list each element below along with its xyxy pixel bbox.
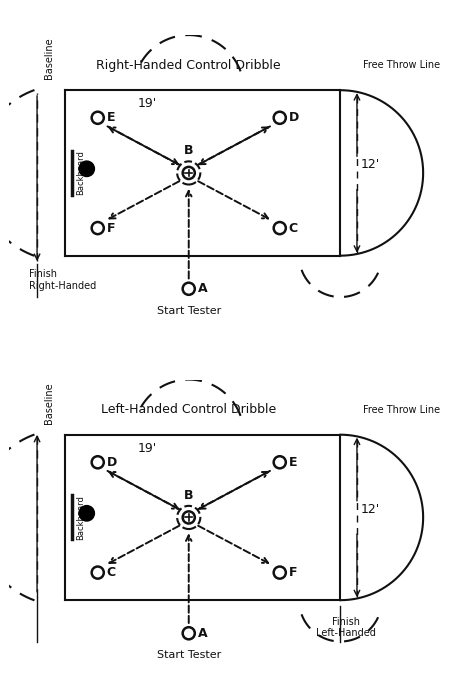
Text: F: F [289,566,297,579]
Text: Left-Handed Control Dribble: Left-Handed Control Dribble [101,403,276,416]
Text: Start Tester: Start Tester [156,306,221,316]
Text: Finish
Left-Handed: Finish Left-Handed [316,617,376,638]
Text: Backboard: Backboard [76,495,85,540]
Text: E: E [289,456,297,469]
Text: 12': 12' [361,158,380,171]
Text: Finish
Right-Handed: Finish Right-Handed [29,269,96,291]
Text: A: A [198,627,207,640]
Text: Free Throw Line: Free Throw Line [363,61,440,70]
Text: Start Tester: Start Tester [156,650,221,660]
Text: D: D [107,456,117,469]
Text: 12': 12' [361,503,380,515]
Text: Backboard: Backboard [76,150,85,196]
Text: B: B [184,489,193,502]
Circle shape [79,506,94,521]
Circle shape [79,161,94,176]
Text: B: B [184,144,193,157]
Text: F: F [107,222,115,234]
Text: 19': 19' [138,97,157,110]
Text: A: A [198,282,207,296]
Text: Baseline: Baseline [45,37,55,79]
Text: Free Throw Line: Free Throw Line [363,405,440,415]
Text: 19': 19' [138,442,157,455]
Text: Right-Handed Control Dribble: Right-Handed Control Dribble [96,59,281,72]
Text: Baseline: Baseline [45,382,55,424]
Text: D: D [289,112,299,124]
Text: C: C [107,566,116,579]
Text: E: E [107,112,115,124]
Text: C: C [289,222,298,234]
